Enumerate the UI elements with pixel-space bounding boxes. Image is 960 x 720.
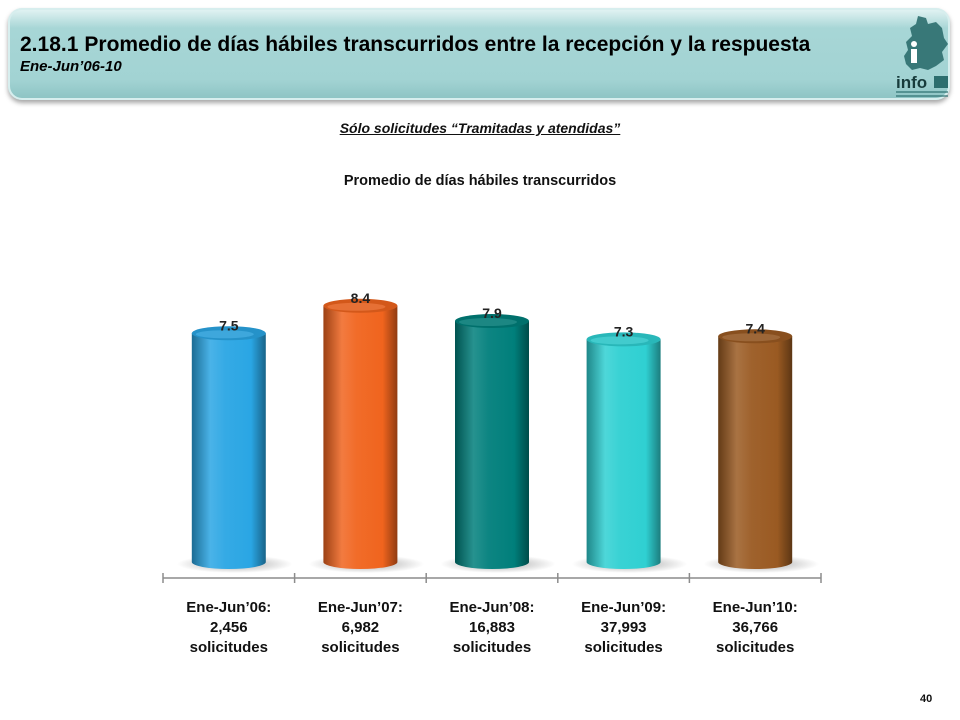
page-title: 2.18.1 Promedio de días hábiles transcurr… [20, 33, 810, 57]
data-label: 7.5 [219, 317, 239, 333]
bar-cap-highlight [327, 302, 386, 311]
category-label-line: solicitudes [189, 639, 268, 656]
bar-cap-highlight [195, 330, 254, 339]
category-label: Ene-Jun’07: 6,982 solicitudes [294, 598, 426, 658]
bar [455, 321, 529, 569]
info-df-logo-icon: info [896, 16, 948, 97]
category-label-line: Ene-Jun’06: [186, 599, 272, 616]
title-text: Promedio de días hábiles transcurridos e… [84, 33, 811, 56]
category-label-line: 16,883 [469, 619, 515, 636]
category-label: Ene-Jun’06: 2,456 solicitudes [163, 598, 295, 658]
category-label-line: Ene-Jun’10: [712, 599, 798, 616]
logo-text: info [896, 73, 927, 92]
category-label-line: Ene-Jun’07: [317, 599, 403, 616]
category-label: Ene-Jun’09: 37,993 solicitudes [558, 598, 690, 658]
category-label-line: solicitudes [321, 639, 400, 656]
data-label: 7.9 [482, 305, 502, 321]
category-label-line: 37,993 [600, 619, 647, 636]
category-label-line: Ene-Jun’09: [581, 599, 667, 616]
page-subtitle: Ene-Jun’06-10 [20, 58, 122, 75]
filter-note: Sólo solicitudes “Tramitadas y atendidas… [339, 120, 621, 136]
chart-title: Promedio de días hábiles transcurridos [343, 173, 617, 189]
category-label-line: 36,766 [732, 619, 779, 636]
category-label-line: solicitudes [452, 639, 532, 656]
bar [718, 336, 793, 570]
bar [323, 305, 398, 570]
page-number: 40 [920, 693, 933, 705]
bar-cap-highlight [590, 336, 649, 345]
category-label: Ene-Jun’10: 36,766 solicitudes [689, 598, 821, 658]
section-number: 2.18.1 [20, 33, 79, 56]
data-label: 8.4 [351, 290, 371, 306]
category-label-line: Ene-Jun’08: [449, 599, 535, 616]
category-label-line: solicitudes [716, 639, 795, 656]
category-label: Ene-Jun’08: 16,883 solicitudes [426, 598, 558, 658]
bar [191, 333, 266, 569]
category-label-line: 6,982 [341, 619, 380, 636]
header-banner [8, 8, 950, 100]
bar-cap-highlight [459, 318, 517, 327]
bar-cap-highlight [722, 333, 781, 342]
data-label: 7.4 [745, 320, 765, 336]
bar [586, 339, 661, 570]
data-label: 7.3 [614, 323, 634, 339]
category-label-line: 2,456 [210, 619, 248, 636]
category-label-line: solicitudes [584, 639, 663, 656]
